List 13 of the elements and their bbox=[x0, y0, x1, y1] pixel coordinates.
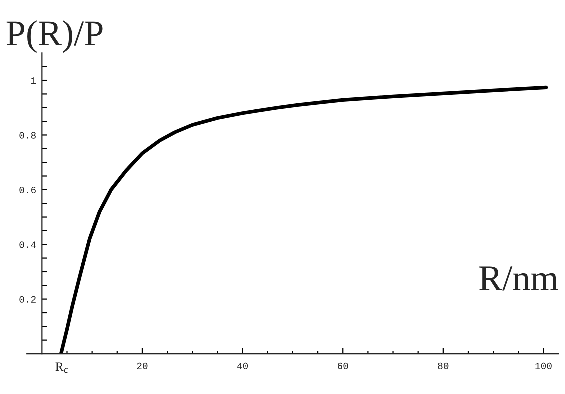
x-tick-label: 60 bbox=[338, 362, 348, 370]
x-axis-title: R/nm bbox=[480, 266, 558, 291]
y-tick-label: 0.2 bbox=[20, 296, 36, 303]
y-tick-label: 0.6 bbox=[20, 186, 36, 194]
x-tick-label: 100 bbox=[536, 362, 552, 370]
y-tick-label: 0.8 bbox=[20, 132, 36, 139]
y-tick-label: 0.4 bbox=[20, 242, 36, 248]
x-tick-label: R$_{c}$ bbox=[56, 362, 69, 374]
y-axis-title: P(R)/P bbox=[6, 20, 103, 54]
x-tick-label: 40 bbox=[237, 362, 248, 370]
y-tick-label: 1 bbox=[31, 78, 36, 84]
x-tick-label: 20 bbox=[137, 362, 148, 370]
x-tick-label: 80 bbox=[438, 362, 449, 370]
